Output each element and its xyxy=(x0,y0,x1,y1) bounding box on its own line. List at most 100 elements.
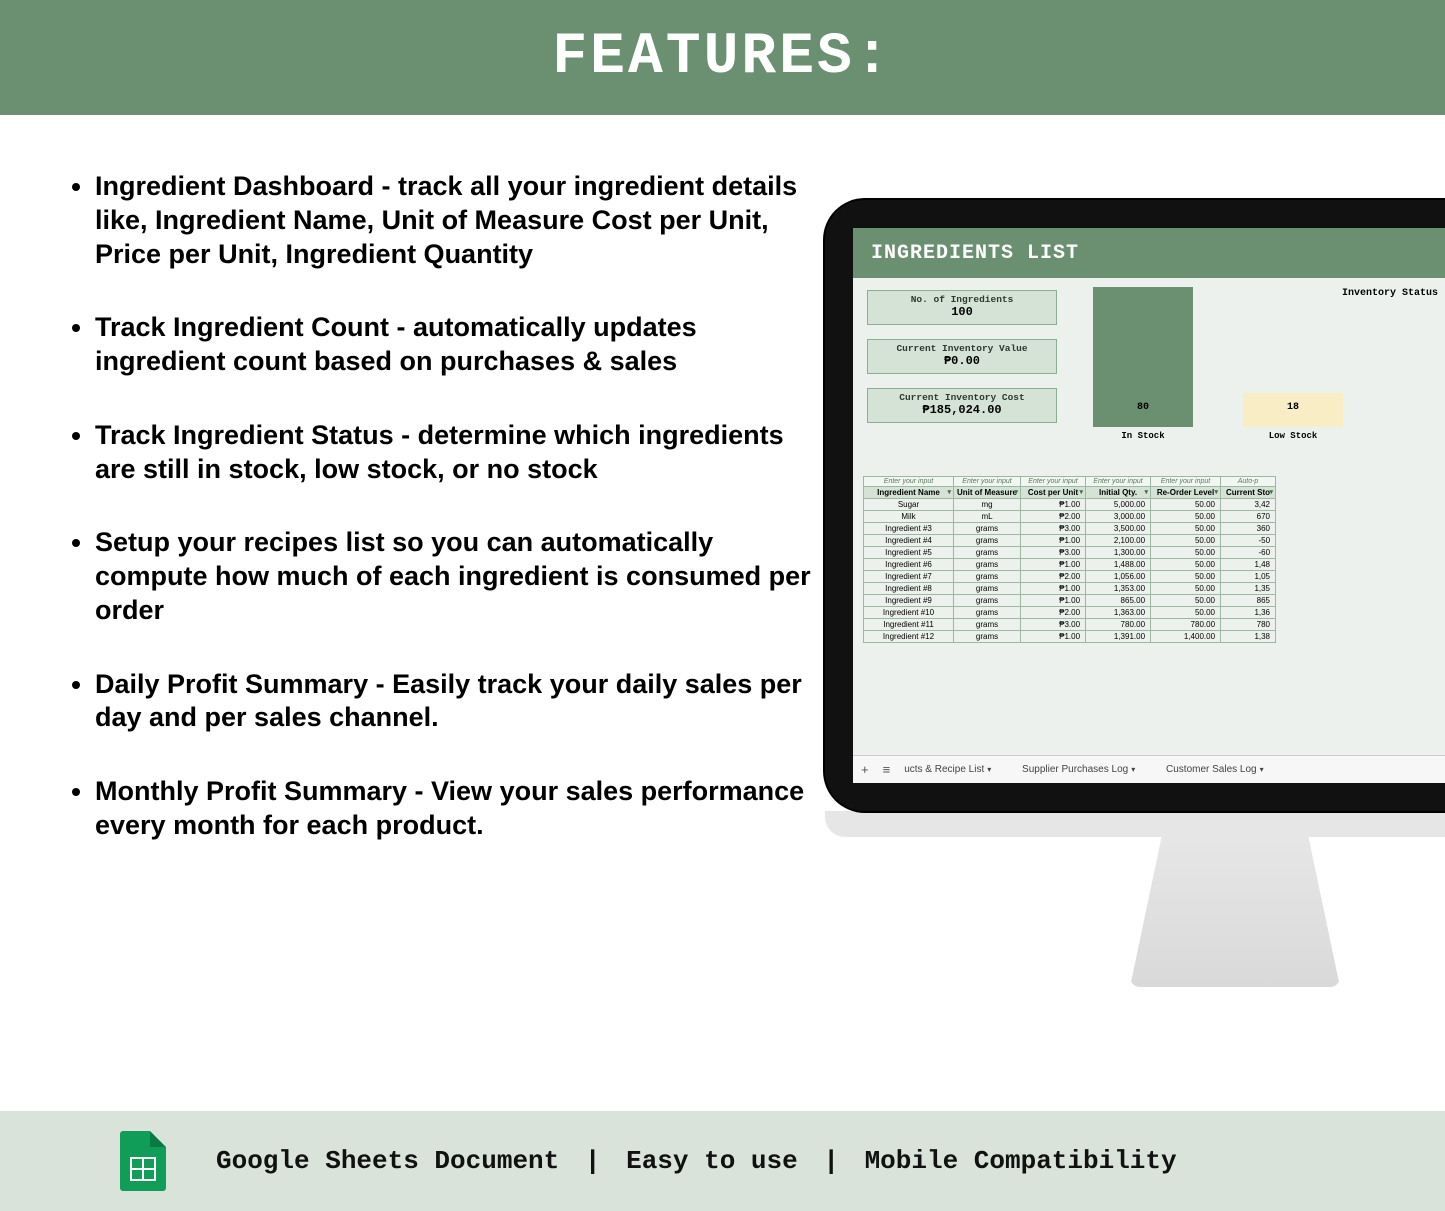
page-title: FEATURES: xyxy=(552,25,892,90)
table-cell: ₱1.00 xyxy=(1021,583,1086,595)
bar-label: In Stock xyxy=(1093,431,1193,441)
footer-item: Mobile Compatibility xyxy=(865,1146,1177,1176)
table-cell: -50 xyxy=(1221,535,1276,547)
feature-item: Monthly Profit Summary - View your sales… xyxy=(95,775,825,843)
table-row: Ingredient #9grams₱1.00865.0050.00865 xyxy=(864,595,1276,607)
table-cell: 5,000.00 xyxy=(1086,499,1151,511)
table-cell: grams xyxy=(954,607,1021,619)
table-cell: ₱1.00 xyxy=(1021,631,1086,643)
table-cell: ₱3.00 xyxy=(1021,547,1086,559)
table-cell: Ingredient #9 xyxy=(864,595,954,607)
table-cell: 1,48 xyxy=(1221,559,1276,571)
separator: | xyxy=(823,1146,839,1176)
table-cell: 1,353.00 xyxy=(1086,583,1151,595)
table-row: Ingredient #6grams₱1.001,488.0050.001,48 xyxy=(864,559,1276,571)
feature-item: Setup your recipes list so you can autom… xyxy=(95,526,825,627)
column-header[interactable]: Initial Qty. xyxy=(1086,487,1151,499)
table-cell: 865.00 xyxy=(1086,595,1151,607)
column-hint: Enter your input xyxy=(1151,477,1221,487)
table-cell: grams xyxy=(954,619,1021,631)
stat-value: ₱185,024.00 xyxy=(872,403,1052,417)
stat-cards: No. of Ingredients100Current Inventory V… xyxy=(867,290,1057,423)
table-cell: 3,42 xyxy=(1221,499,1276,511)
table-cell: ₱1.00 xyxy=(1021,595,1086,607)
footer-text: Google Sheets Document | Easy to use | M… xyxy=(216,1146,1177,1176)
table-cell: 1,363.00 xyxy=(1086,607,1151,619)
features-column: Ingredient Dashboard - track all your in… xyxy=(0,115,830,1111)
feature-item: Ingredient Dashboard - track all your in… xyxy=(95,170,825,271)
table-row: Ingredient #11grams₱3.00780.00780.00780 xyxy=(864,619,1276,631)
chart-bar: 80In Stock xyxy=(1093,287,1193,441)
column-header[interactable]: Ingredient Name xyxy=(864,487,954,499)
table-cell: 1,400.00 xyxy=(1151,631,1221,643)
table-cell: ₱1.00 xyxy=(1021,559,1086,571)
table-cell: 50.00 xyxy=(1151,511,1221,523)
column-hint: Enter your input xyxy=(1021,477,1086,487)
column-header[interactable]: Cost per Unit xyxy=(1021,487,1086,499)
table-cell: grams xyxy=(954,547,1021,559)
table-cell: ₱2.00 xyxy=(1021,607,1086,619)
add-sheet-button[interactable]: + xyxy=(861,762,869,777)
table-cell: 1,056.00 xyxy=(1086,571,1151,583)
column-hint: Enter your input xyxy=(864,477,954,487)
sheet-tab[interactable]: Supplier Purchases Log▾ xyxy=(1022,764,1135,775)
table-row: Ingredient #10grams₱2.001,363.0050.001,3… xyxy=(864,607,1276,619)
table-cell: 2,100.00 xyxy=(1086,535,1151,547)
stat-card: Current Inventory Cost₱185,024.00 xyxy=(867,388,1057,423)
main: Ingredient Dashboard - track all your in… xyxy=(0,115,1445,1111)
bar-value: 18 xyxy=(1243,402,1343,413)
table-cell: grams xyxy=(954,631,1021,643)
monitor-mockup: INGREDIENTS LIST No. of Ingredients100Cu… xyxy=(825,200,1445,987)
column-hint: Enter your input xyxy=(1086,477,1151,487)
features-list: Ingredient Dashboard - track all your in… xyxy=(60,170,830,843)
table-cell: ₱2.00 xyxy=(1021,511,1086,523)
table-cell: 780.00 xyxy=(1086,619,1151,631)
ingredients-table: Enter your inputEnter your inputEnter yo… xyxy=(863,476,1276,643)
table-cell: 1,35 xyxy=(1221,583,1276,595)
stat-card: Current Inventory Value₱0.00 xyxy=(867,339,1057,374)
stat-label: Current Inventory Cost xyxy=(872,392,1052,403)
table-row: Ingredient #8grams₱1.001,353.0050.001,35 xyxy=(864,583,1276,595)
table-cell: grams xyxy=(954,583,1021,595)
table-cell: 50.00 xyxy=(1151,583,1221,595)
sheets-menu-button[interactable]: ≡ xyxy=(883,762,891,777)
table-cell: 50.00 xyxy=(1151,595,1221,607)
table-cell: 50.00 xyxy=(1151,547,1221,559)
table-cell: 1,391.00 xyxy=(1086,631,1151,643)
screen-header: INGREDIENTS LIST xyxy=(853,228,1445,278)
sheet-tab[interactable]: ucts & Recipe List▾ xyxy=(904,764,991,775)
stat-value: 100 xyxy=(872,305,1052,319)
table-cell: ₱3.00 xyxy=(1021,619,1086,631)
table-cell: ₱3.00 xyxy=(1021,523,1086,535)
column-header[interactable]: Re-Order Level xyxy=(1151,487,1221,499)
feature-item: Track Ingredient Count - automatically u… xyxy=(95,311,825,379)
screen: INGREDIENTS LIST No. of Ingredients100Cu… xyxy=(853,228,1445,783)
table-cell: ₱1.00 xyxy=(1021,535,1086,547)
table-cell: ₱1.00 xyxy=(1021,499,1086,511)
feature-item: Daily Profit Summary - Easily track your… xyxy=(95,668,825,736)
table-cell: 1,488.00 xyxy=(1086,559,1151,571)
table-cell: grams xyxy=(954,571,1021,583)
table-cell: mg xyxy=(954,499,1021,511)
table-cell: grams xyxy=(954,595,1021,607)
stat-value: ₱0.00 xyxy=(872,354,1052,368)
table-cell: Ingredient #3 xyxy=(864,523,954,535)
column-header[interactable]: Current Sto xyxy=(1221,487,1276,499)
table-cell: Ingredient #4 xyxy=(864,535,954,547)
table-cell: grams xyxy=(954,535,1021,547)
table-cell: 50.00 xyxy=(1151,535,1221,547)
column-header[interactable]: Unit of Measure xyxy=(954,487,1021,499)
sheet-tab[interactable]: Customer Sales Log▾ xyxy=(1166,764,1264,775)
table-row: Ingredient #12grams₱1.001,391.001,400.00… xyxy=(864,631,1276,643)
table-cell: Sugar xyxy=(864,499,954,511)
table-row: Ingredient #3grams₱3.003,500.0050.00360 xyxy=(864,523,1276,535)
table-cell: 50.00 xyxy=(1151,607,1221,619)
table-cell: Ingredient #11 xyxy=(864,619,954,631)
table-cell: grams xyxy=(954,523,1021,535)
table-cell: 1,36 xyxy=(1221,607,1276,619)
table-cell: 1,05 xyxy=(1221,571,1276,583)
footer-item: Easy to use xyxy=(626,1146,798,1176)
monitor-frame: INGREDIENTS LIST No. of Ingredients100Cu… xyxy=(825,200,1445,811)
table-cell: ₱2.00 xyxy=(1021,571,1086,583)
table-cell: Ingredient #7 xyxy=(864,571,954,583)
